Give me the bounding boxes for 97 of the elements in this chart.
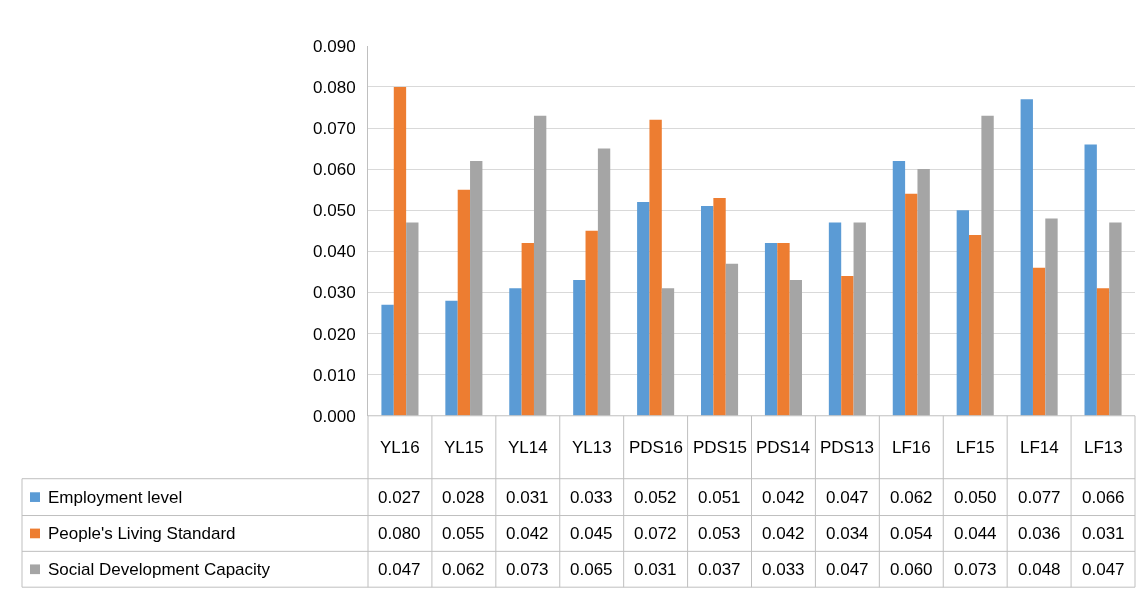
bar — [828, 222, 842, 416]
data-label: 0.027 — [378, 488, 421, 507]
data-label: 0.031 — [634, 560, 677, 579]
bar — [701, 206, 714, 416]
data-label: 0.072 — [634, 524, 677, 543]
bar — [585, 230, 598, 416]
y-tick-label: 0.040 — [313, 242, 356, 262]
x-tick-label: PDS13 — [820, 438, 874, 457]
bar — [457, 189, 471, 416]
data-label: 0.031 — [506, 488, 549, 507]
legend-label: People's Living Standard — [48, 524, 236, 543]
x-tick-label: YL16 — [380, 438, 420, 457]
bar — [637, 202, 650, 416]
bar — [1032, 267, 1046, 416]
data-label: 0.050 — [954, 488, 997, 507]
data-label: 0.031 — [1082, 524, 1125, 543]
data-label: 0.042 — [506, 524, 549, 543]
x-tick-label: LF16 — [892, 438, 931, 457]
bar — [470, 160, 483, 416]
bar — [1109, 222, 1122, 416]
x-tick-label: PDS16 — [629, 438, 683, 457]
data-label: 0.062 — [442, 560, 485, 579]
data-label: 0.065 — [570, 560, 613, 579]
data-label: 0.047 — [1082, 560, 1125, 579]
y-tick-label: 0.010 — [313, 365, 356, 385]
x-tick-label: LF15 — [956, 438, 995, 457]
bar — [381, 304, 394, 416]
data-label: 0.053 — [698, 524, 741, 543]
legend-label: Social Development Capacity — [48, 560, 271, 579]
data-label: 0.062 — [890, 488, 933, 507]
data-label: 0.048 — [1018, 560, 1061, 579]
data-label: 0.051 — [698, 488, 741, 507]
bar — [725, 263, 739, 416]
bar — [597, 148, 611, 416]
bar — [533, 115, 547, 416]
data-label: 0.080 — [378, 524, 421, 543]
bar — [892, 160, 906, 416]
data-label: 0.066 — [1082, 488, 1125, 507]
bar — [393, 86, 407, 416]
x-tick-label: YL14 — [508, 438, 548, 457]
bar — [905, 193, 918, 416]
bar — [649, 119, 662, 416]
data-label: 0.028 — [442, 488, 485, 507]
x-tick-label: LF13 — [1084, 438, 1123, 457]
x-tick-label: YL13 — [572, 438, 612, 457]
y-tick-label: 0.020 — [313, 324, 356, 344]
data-label: 0.077 — [1018, 488, 1061, 507]
x-tick-label: PDS15 — [693, 438, 747, 457]
bar — [841, 276, 854, 416]
data-label: 0.034 — [826, 524, 869, 543]
bar — [1084, 144, 1097, 416]
data-label: 0.073 — [506, 560, 549, 579]
data-label: 0.042 — [762, 488, 805, 507]
data-label: 0.033 — [762, 560, 805, 579]
data-label: 0.052 — [634, 488, 677, 507]
bar — [573, 280, 586, 416]
bar — [661, 288, 675, 416]
x-tick-label: LF14 — [1020, 438, 1059, 457]
legend-label: Employment level — [48, 488, 183, 507]
bar — [1096, 288, 1110, 416]
bar — [406, 222, 419, 416]
x-tick-label: PDS14 — [756, 438, 810, 457]
data-label: 0.055 — [442, 524, 485, 543]
bar — [509, 288, 522, 416]
data-label: 0.054 — [890, 524, 933, 543]
bar — [917, 169, 930, 416]
bar — [956, 210, 970, 416]
y-tick-label: 0.000 — [313, 406, 356, 426]
data-label: 0.044 — [954, 524, 997, 543]
bar — [789, 280, 802, 416]
data-label: 0.060 — [890, 560, 933, 579]
data-label: 0.033 — [570, 488, 613, 507]
y-tick-label: 0.070 — [313, 118, 356, 138]
bar — [764, 243, 778, 416]
bar — [1020, 99, 1033, 416]
data-label: 0.042 — [762, 524, 805, 543]
bar — [777, 243, 790, 416]
data-label: 0.047 — [378, 560, 421, 579]
data-label: 0.036 — [1018, 524, 1061, 543]
bar — [981, 115, 994, 416]
bar — [445, 300, 458, 416]
data-label: 0.073 — [954, 560, 997, 579]
y-tick-label: 0.060 — [313, 160, 356, 180]
bar — [1045, 218, 1058, 416]
y-tick-label: 0.030 — [313, 283, 356, 303]
bar — [969, 234, 982, 416]
data-label: 0.037 — [698, 560, 741, 579]
data-label: 0.047 — [826, 560, 869, 579]
bar — [853, 222, 866, 416]
y-tick-label: 0.080 — [313, 77, 356, 97]
bar — [521, 243, 534, 416]
x-tick-label: YL15 — [444, 438, 484, 457]
data-label: 0.045 — [570, 524, 613, 543]
y-tick-label: 0.050 — [313, 201, 356, 221]
data-label: 0.047 — [826, 488, 869, 507]
bar — [713, 197, 726, 416]
y-tick-label: 0.090 — [313, 36, 356, 56]
